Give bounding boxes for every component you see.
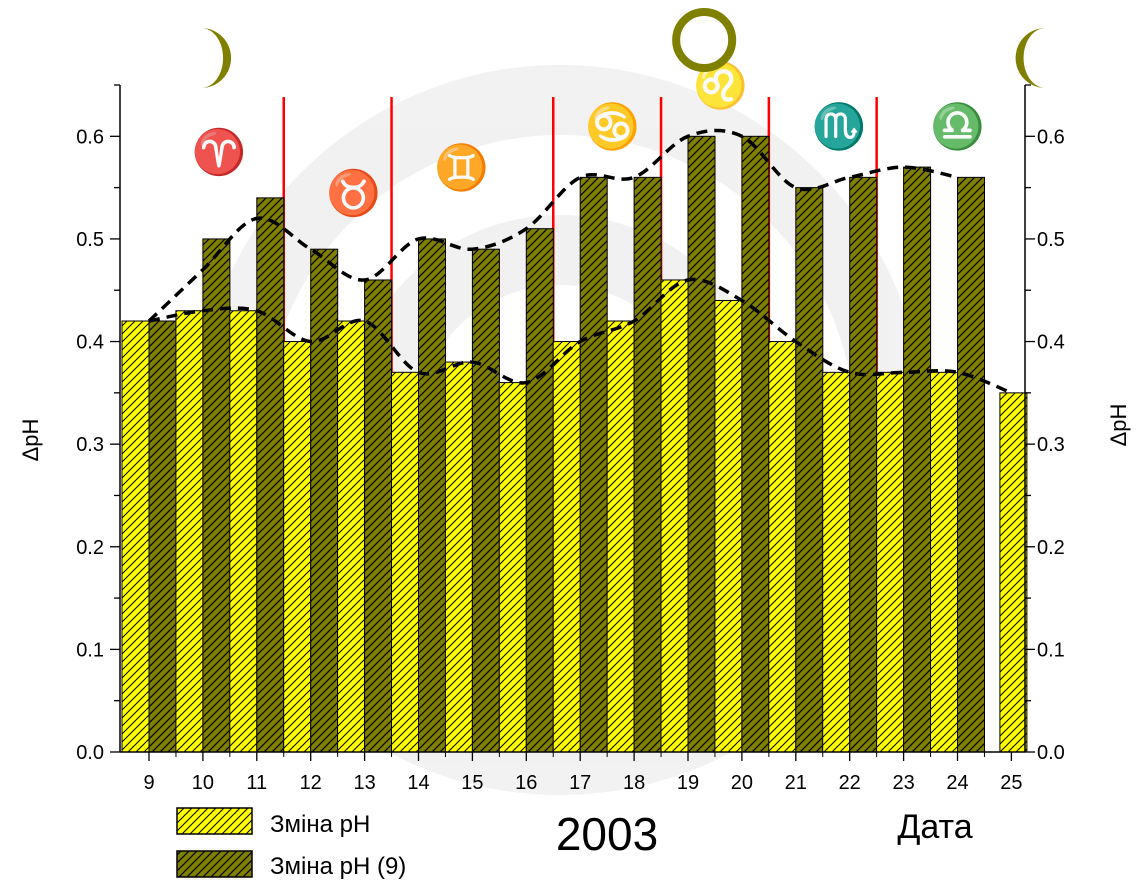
y-tick-label-right: 0.0 [1037,742,1065,764]
x-tick-label: 9 [143,772,154,794]
zodiac-sign-icon: ♈ [192,127,247,177]
bar-series-1 [175,310,204,753]
bar-series-1 [337,320,366,753]
bar-series-2 [256,197,285,753]
year-label: 2003 [556,808,658,860]
bar-series-2 [525,228,554,753]
y-tick-label-right: 0.2 [1037,537,1065,559]
y-tick-label-right: 0.3 [1037,434,1065,456]
bar-series-2 [903,166,932,753]
y-tick-label-right: 0.6 [1037,126,1065,148]
bar-series-2 [579,176,608,753]
zodiac-sign-icon: ♋ [585,101,640,151]
bar-series-1 [768,341,797,753]
x-tick-label: 13 [353,772,375,794]
axes: 0.0 0.0 0.1 0.1 0.2 0.2 0.3 0.3 0.4 0.4 0.5 0.5 0.6 0… [76,84,1065,794]
bar-series-1 [930,371,958,753]
bar-series-2 [633,176,662,753]
bar-series-1 [822,371,851,753]
bars [121,135,1028,753]
x-tick-label: 17 [569,772,591,794]
bar-series-2 [471,248,500,753]
legend-label-series-2: Зміна pH (9) [270,853,406,880]
y-axis-label-right: ΔpH [1106,404,1131,447]
bar-series-2 [310,248,339,753]
y-tick-label-left: 0.4 [76,332,104,354]
bar-series-2 [202,238,231,753]
zodiac-sign-icon: ♏ [812,101,867,151]
x-tick-label: 21 [785,772,807,794]
y-tick-label-right: 0.1 [1037,639,1065,661]
y-tick-label-left: 0.6 [76,126,104,148]
waxing-crescent-moon-icon [201,28,232,88]
x-tick-label: 19 [677,772,699,794]
waning-crescent-moon-icon [1015,28,1046,88]
y-tick-label-left: 0.3 [76,434,104,456]
moon-phases [201,8,1046,88]
y-tick-label-left: 0.1 [76,639,104,661]
legend: Зміна pH Зміна pH (9) [176,807,406,880]
bar-series-1 [121,320,150,753]
bar-series-2 [849,176,878,753]
y-tick-label-right: 0.5 [1037,229,1065,251]
bar-series-2 [741,135,770,753]
bar-series-2 [795,187,824,753]
legend-swatch-series-2 [176,850,253,878]
x-tick-label: 10 [192,772,214,794]
x-tick-label: 12 [300,772,322,794]
bar-series-1 [606,320,635,753]
x-tick-label: 22 [839,772,861,794]
full-moon-icon [672,8,737,72]
bar-series-2 [957,176,985,753]
bar-series-2 [364,279,393,753]
x-tick-label: 15 [461,772,483,794]
zodiac-signs: ♈♉♊♋♌♏ ♎ [192,60,985,218]
trend-line [148,277,1013,395]
bar-series-1 [283,341,312,753]
y-tick-label-left: 0.5 [76,229,104,251]
y-tick-label-right: 0.4 [1037,332,1065,354]
x-tick-label: 25 [1000,772,1022,794]
x-tick-label: 24 [946,772,968,794]
bar-series-1 [391,371,419,753]
bar-series-1 [876,371,905,753]
bar-series-1 [552,341,581,753]
bar-series-1 [660,279,689,753]
x-axis-label: Дата [897,808,972,846]
bar-series-2 [418,238,446,753]
bar-series-1 [229,310,258,753]
bar-series-1 [444,361,473,753]
x-tick-label: 23 [892,772,914,794]
x-tick-label: 11 [246,772,267,794]
trend-line [147,128,958,323]
bar-series-1 [999,392,1028,753]
legend-swatch-series-1 [176,807,253,835]
legend-label-series-1: Зміна pH [270,811,370,838]
x-tick-label: 20 [731,772,753,794]
zodiac-sign-icon: ♎ [930,101,985,151]
x-tick-label: 18 [623,772,645,794]
bar-series-1 [498,382,527,753]
trend-lines [147,128,1013,395]
bar-series-1 [714,299,743,753]
x-tick-label: 16 [515,772,537,794]
bar-series-2 [148,320,177,753]
bar-series-2 [687,135,716,753]
y-tick-label-left: 0.0 [76,742,104,764]
zodiac-sign-icon: ♉ [326,168,381,218]
y-axis-label-left: ΔpH [18,419,43,462]
x-tick-label: 14 [407,772,429,794]
zodiac-sign-icon: ♊ [434,142,489,192]
y-tick-label-left: 0.2 [76,537,104,559]
